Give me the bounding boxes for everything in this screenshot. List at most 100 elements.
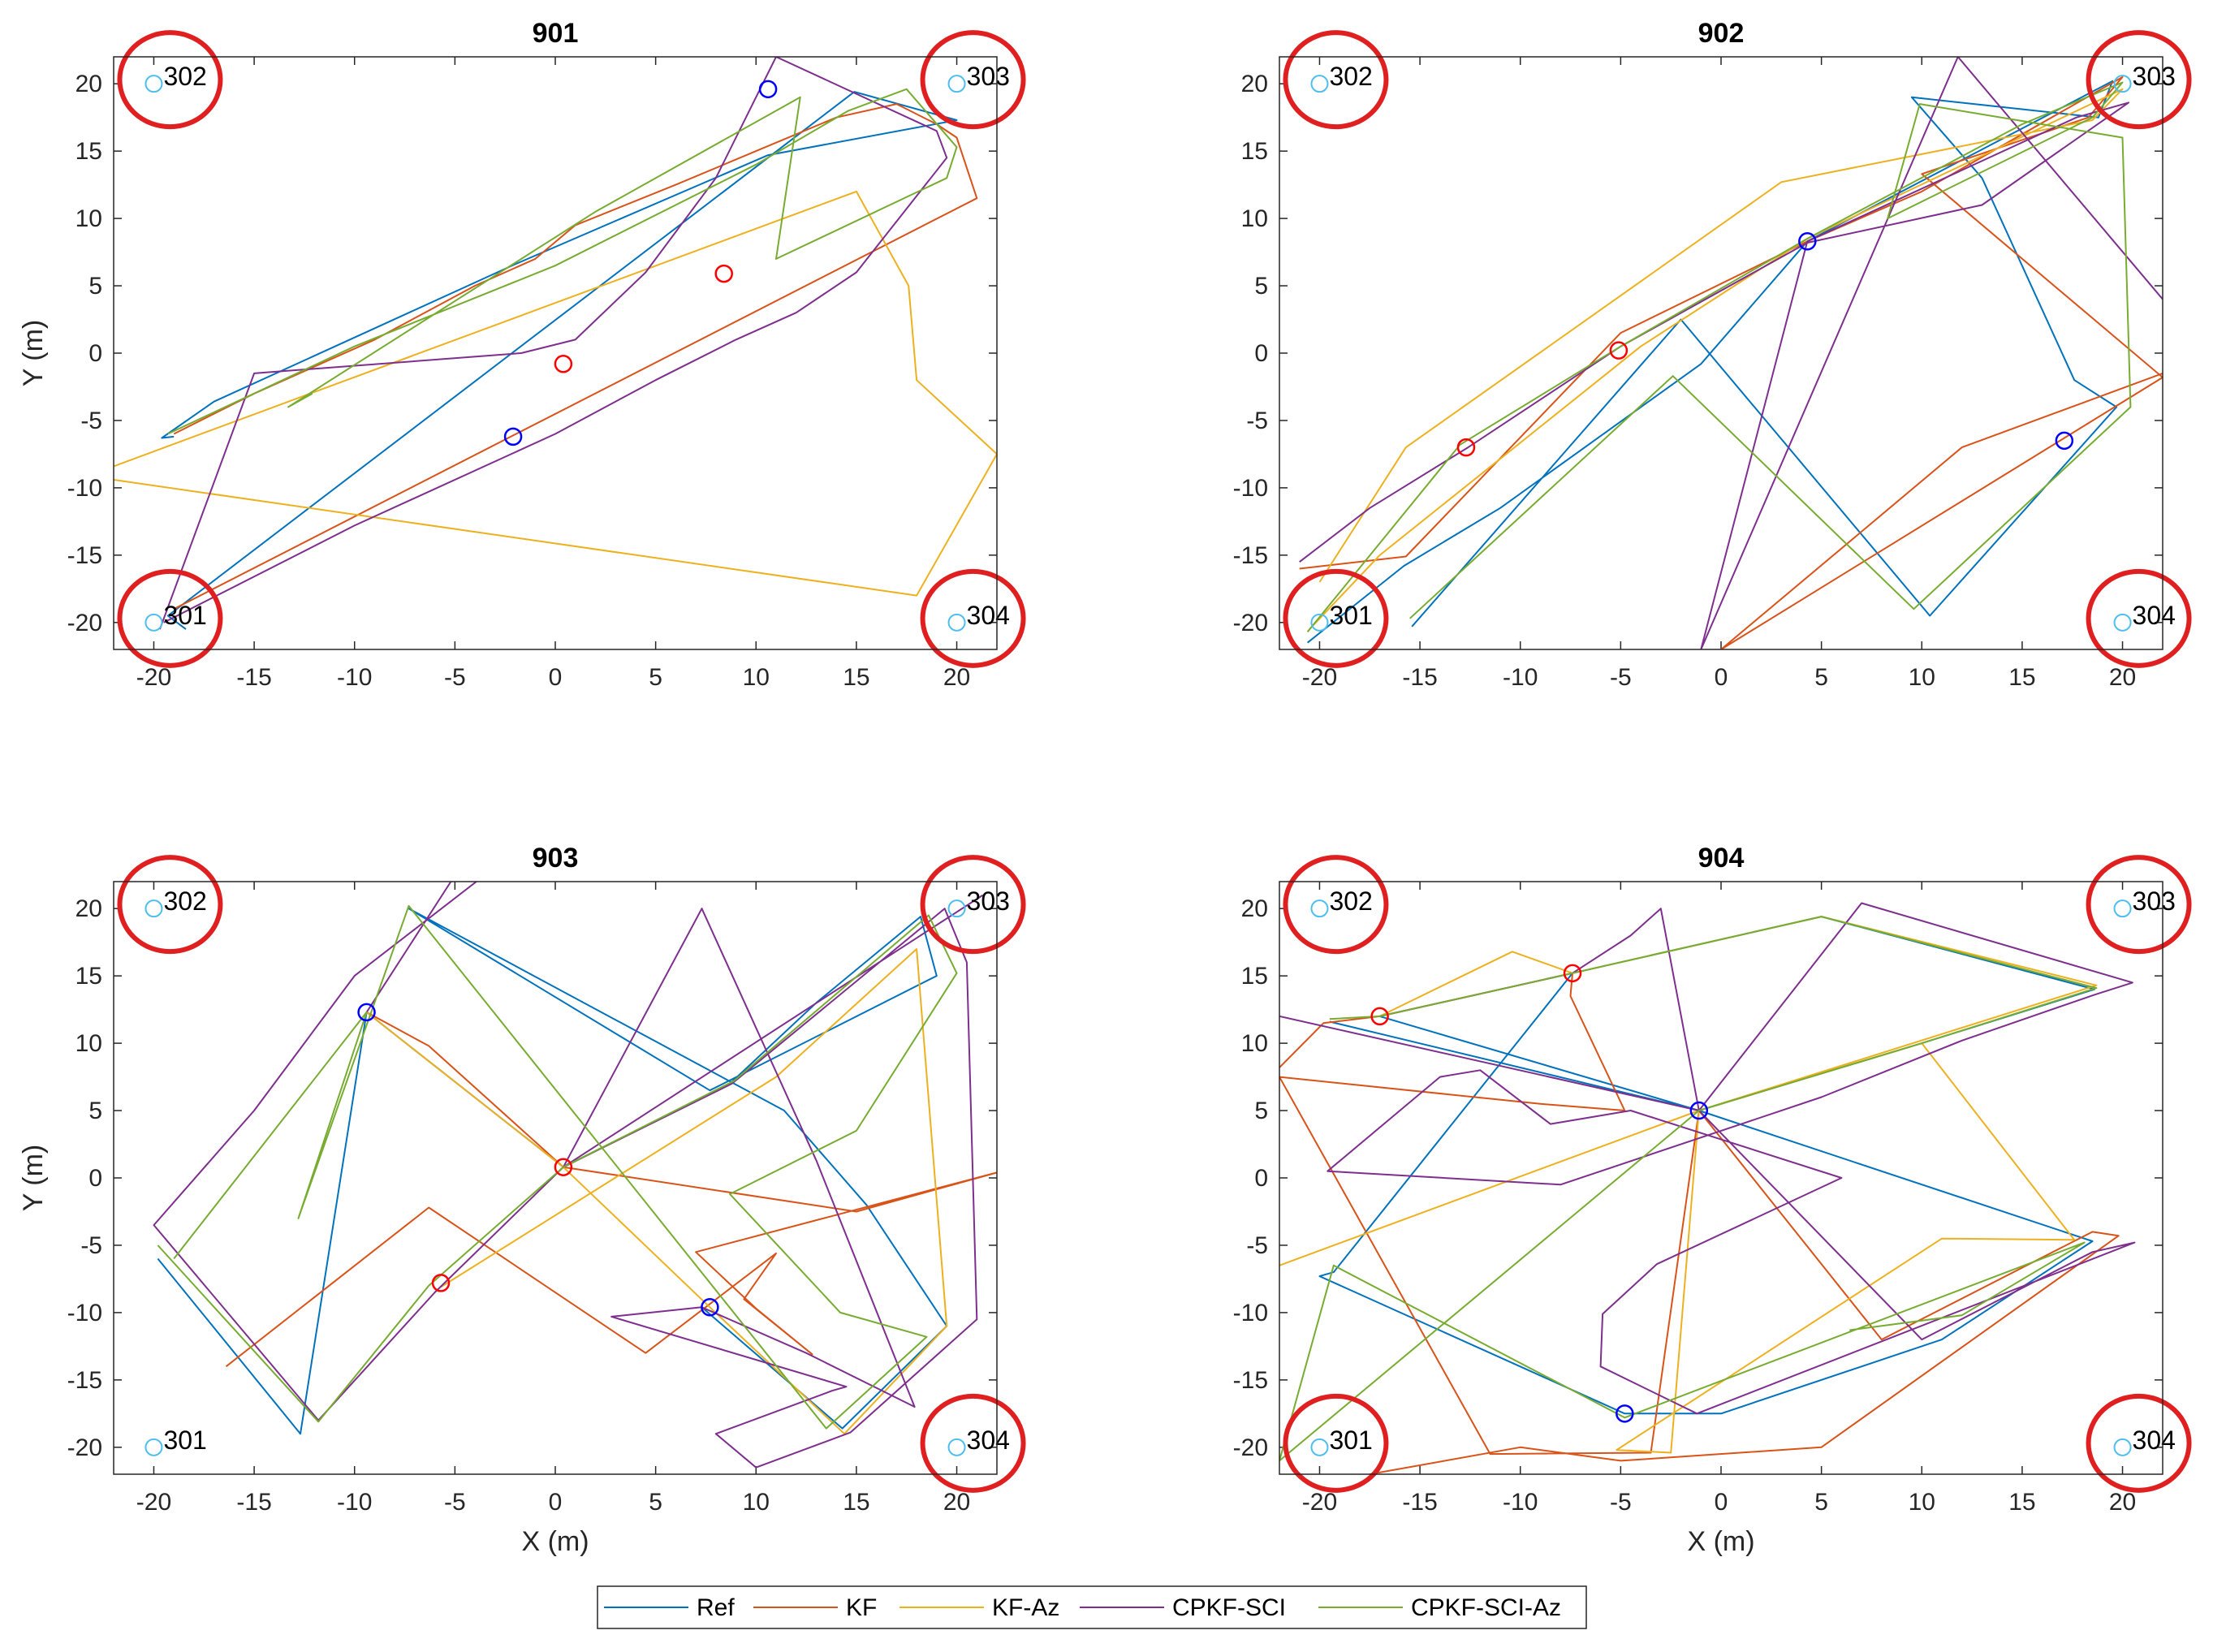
x-tick-label: -5 <box>1610 1489 1632 1516</box>
plot-area <box>1279 882 2163 1474</box>
y-tick-label: -10 <box>1233 475 1268 502</box>
x-tick-label: 20 <box>943 664 970 691</box>
x-tick-label: 0 <box>1715 1489 1728 1516</box>
x-tick-label: -15 <box>1402 664 1437 691</box>
y-tick-label: 10 <box>1241 1030 1268 1057</box>
subplot-903: 903 -20 -15 -10 -5 0 5 10 15 20 -20 -15 -10 -5 0 5 10 15 2… <box>18 843 1026 1557</box>
legend-label-ref: Ref <box>697 1594 735 1621</box>
x-tick-label: 0 <box>1715 664 1728 691</box>
x-tick-label: 15 <box>843 1489 869 1516</box>
axes-frame <box>1279 881 2163 1475</box>
anchor-marker-303 <box>947 899 966 918</box>
x-tick-label: -15 <box>1402 1489 1437 1516</box>
x-tick-label: 20 <box>2109 664 2136 691</box>
x-tick-label: 5 <box>1814 664 1828 691</box>
highlight-circle-301 <box>1283 1393 1389 1493</box>
y-tick-label: 20 <box>1241 895 1268 922</box>
anchor-label-303: 303 <box>967 886 1010 916</box>
position-marker-red <box>1563 964 1582 983</box>
highlight-circle-303 <box>2086 30 2192 130</box>
y-tick-label: -5 <box>1246 1232 1268 1259</box>
anchor-marker-301 <box>1310 613 1329 632</box>
highlight-circle-303 <box>2086 855 2192 955</box>
anchor-label-301: 301 <box>163 1426 206 1455</box>
anchor-marker-301 <box>1310 1438 1329 1456</box>
anchor-label-304: 304 <box>967 1426 1010 1455</box>
series-group <box>114 57 997 630</box>
series-line-ref <box>1306 80 2118 644</box>
y-axis-label: Y (m) <box>18 1145 49 1211</box>
legend-label-cpkf-sci: CPKF-SCI <box>1172 1594 1286 1621</box>
x-tick-label: 10 <box>743 1489 770 1516</box>
plot-area <box>114 57 997 649</box>
axes-frame <box>113 881 998 1475</box>
highlight-circle-302 <box>117 30 223 130</box>
y-tick-label: 5 <box>88 1098 102 1124</box>
x-tick-label: 10 <box>1909 1489 1935 1516</box>
x-tick-label: 20 <box>2109 1489 2136 1516</box>
series-line-cpkf-sci <box>1279 902 2136 1415</box>
subplot-904: 904 -20 -15 -10 -5 0 5 10 15 20 -20 -15 -10 -5 0 5 10 15 2… <box>1233 843 2192 1557</box>
position-marker-blue <box>503 427 523 446</box>
anchor-marker-302 <box>145 75 163 93</box>
series-line-cpkf-sci <box>158 57 948 630</box>
y-tick-label: 10 <box>1241 205 1268 232</box>
y-tick-label: 0 <box>88 1165 102 1192</box>
subplot-title: 902 <box>1698 18 1745 49</box>
position-marker-red <box>1609 341 1629 360</box>
x-tick-label: 15 <box>843 664 869 691</box>
anchor-marker-304 <box>947 1438 966 1456</box>
anchor-marker-302 <box>145 899 163 918</box>
x-tick-label: -5 <box>444 664 466 691</box>
y-tick-label: -20 <box>1233 610 1268 636</box>
position-marker-red <box>1456 438 1476 457</box>
y-tick-label: -10 <box>67 1300 102 1326</box>
anchor-label-302: 302 <box>163 886 206 916</box>
y-tick-label: -5 <box>1246 408 1268 434</box>
anchor-label-301: 301 <box>1329 601 1372 630</box>
highlight-circle-302 <box>117 855 223 955</box>
x-tick-label: 20 <box>943 1489 970 1516</box>
anchor-marker-301 <box>145 613 163 632</box>
subplot-901: 901 -20 -15 -10 -5 0 5 10 15 20 -20 -15 -10 -5 0 5 10 15 2… <box>18 18 1026 691</box>
position-marker-blue <box>357 1003 376 1022</box>
x-tick-label: -5 <box>1610 664 1632 691</box>
anchor-label-302: 302 <box>1329 886 1372 916</box>
legend-label-cpkf-sci-az: CPKF-SCI-Az <box>1411 1594 1561 1621</box>
anchor-label-301: 301 <box>163 601 206 630</box>
anchor-marker-302 <box>1310 899 1329 918</box>
x-tick-label: 0 <box>549 664 563 691</box>
anchor-label-303: 303 <box>967 62 1010 91</box>
anchor-label-302: 302 <box>163 62 206 91</box>
anchor-label-302: 302 <box>1329 62 1372 91</box>
axes-frame <box>1279 56 2163 650</box>
series-line-cpkf-sci-az <box>157 904 958 1430</box>
highlight-circle-302 <box>1283 30 1389 130</box>
series-line-kf-az <box>114 190 997 597</box>
series-line-cpkf-sci-az <box>1279 916 2098 1462</box>
x-tick-label: 5 <box>649 1489 662 1516</box>
x-tick-label: -10 <box>337 664 372 691</box>
x-tick-label: 15 <box>2008 1489 2035 1516</box>
y-tick-label: 5 <box>1254 273 1268 300</box>
y-tick-label: 15 <box>1241 138 1268 165</box>
x-tick-label: -5 <box>444 1489 466 1516</box>
highlight-circle-301 <box>1283 568 1389 668</box>
highlight-circle-304 <box>2086 1393 2192 1493</box>
anchor-marker-303 <box>2113 75 2132 93</box>
x-tick-label: -10 <box>337 1489 372 1516</box>
highlight-circle-302 <box>1283 855 1389 955</box>
x-tick-label: 15 <box>2008 664 2035 691</box>
legend-label-kf: KF <box>846 1594 877 1621</box>
position-marker-blue <box>758 80 778 99</box>
x-tick-label: 10 <box>1909 664 1935 691</box>
series-line-cpkf-sci-az <box>1306 81 2132 633</box>
x-tick-label: -15 <box>236 1489 271 1516</box>
series-line-cpkf-sci <box>1299 57 2163 649</box>
anchor-marker-304 <box>2113 613 2132 632</box>
y-tick-label: 0 <box>1254 1165 1268 1192</box>
x-tick-label: -20 <box>1302 664 1337 691</box>
y-tick-label: 15 <box>1241 963 1268 990</box>
position-marker-red <box>431 1274 451 1292</box>
anchor-marker-301 <box>145 1438 163 1456</box>
